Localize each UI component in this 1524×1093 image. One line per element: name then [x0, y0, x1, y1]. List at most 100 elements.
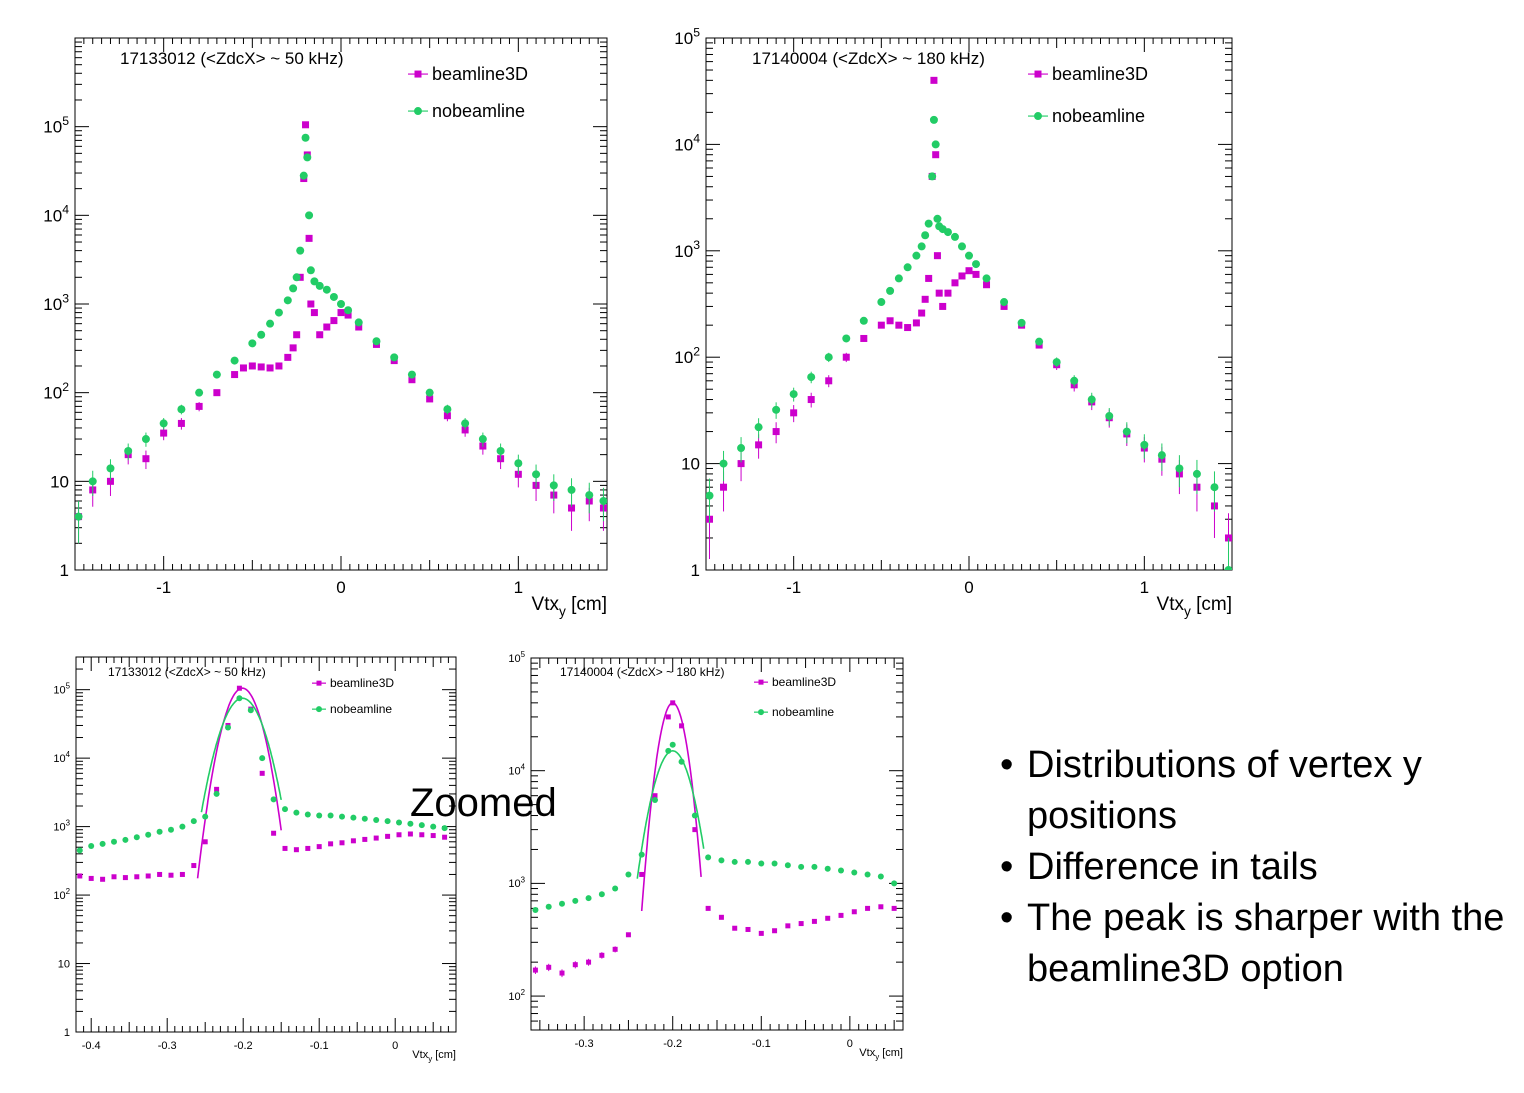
point-beamline3D: [293, 331, 301, 339]
point-beamline3D: [772, 428, 780, 436]
point-beamline3D: [302, 121, 310, 129]
point-nobeamline: [1105, 412, 1114, 421]
point-nobeamline: [248, 339, 257, 348]
point-beamline3D: [925, 274, 933, 282]
point-nobeamline: [292, 273, 301, 282]
y-tick-label: 102: [43, 380, 69, 403]
point-beamline3D: [670, 700, 676, 706]
chart-top-left: 1 10 102 103 104 105 -1 0 1 Vtxy [cm] 17133012 (<Z…: [43, 37, 608, 619]
point-beamline3D: [930, 76, 938, 84]
point-nobeamline: [754, 423, 763, 432]
point-nobeamline: [213, 790, 220, 797]
point-nobeamline: [638, 851, 645, 858]
point-nobeamline: [236, 695, 243, 702]
bullet-item: • Distributions of vertex y positions: [1000, 740, 1520, 842]
point-nobeamline: [496, 446, 505, 455]
point-nobeamline: [257, 330, 266, 339]
point-nobeamline: [1224, 566, 1232, 570]
point-nobeamline: [299, 171, 308, 180]
point-nobeamline: [851, 869, 858, 876]
zoomed-label: Zoomed: [410, 781, 557, 825]
point-beamline3D: [798, 921, 804, 927]
point-nobeamline: [373, 816, 380, 823]
point-nobeamline: [195, 388, 204, 397]
point-beamline3D: [362, 836, 368, 842]
point-nobeamline: [731, 858, 738, 865]
point-beamline3D: [408, 376, 416, 384]
x-tick-label: -0.2: [234, 1040, 253, 1052]
y-tick-label: 102: [508, 988, 525, 1003]
point-beamline3D: [891, 905, 897, 911]
point-beamline3D: [904, 324, 912, 332]
point-beamline3D: [355, 323, 363, 331]
point-beamline3D: [586, 959, 592, 965]
point-nobeamline: [122, 836, 129, 843]
point-nobeamline: [384, 818, 391, 825]
legend-label: nobeamline: [772, 705, 834, 719]
point-nobeamline: [293, 809, 300, 816]
point-nobeamline: [706, 491, 714, 500]
y-tick-label: 105: [674, 25, 700, 48]
point-nobeamline: [316, 812, 323, 819]
point-nobeamline: [886, 286, 895, 295]
point-nobeamline: [396, 819, 402, 826]
point-beamline3D: [772, 928, 778, 934]
point-beamline3D: [293, 847, 299, 853]
point-nobeamline: [478, 435, 487, 444]
y-tick-label: 10: [50, 472, 69, 491]
point-nobeamline: [894, 274, 903, 283]
point-nobeamline: [514, 459, 523, 468]
x-tick-label: -0.2: [663, 1038, 682, 1050]
point-nobeamline: [296, 246, 305, 255]
point-beamline3D: [705, 905, 711, 911]
point-beamline3D: [865, 905, 871, 911]
point-nobeamline: [859, 316, 868, 325]
point-beamline3D: [257, 363, 265, 371]
point-beamline3D: [289, 344, 297, 352]
point-nobeamline: [965, 251, 973, 260]
point-nobeamline: [190, 818, 197, 825]
point-nobeamline: [441, 825, 448, 832]
point-beamline3D: [825, 915, 831, 921]
point-beamline3D: [307, 300, 315, 308]
legend-label: beamline3D: [330, 676, 394, 690]
point-nobeamline: [361, 815, 368, 822]
point-beamline3D: [305, 234, 313, 242]
point-nobeamline: [719, 459, 728, 468]
point-nobeamline: [705, 854, 712, 861]
point-beamline3D: [443, 412, 451, 420]
y-tick-label: 102: [53, 887, 70, 902]
point-beamline3D: [430, 833, 436, 839]
point-nobeamline: [789, 390, 798, 399]
legend-marker: [414, 70, 422, 78]
point-nobeamline: [824, 865, 831, 872]
x-tick-label: -0.1: [310, 1040, 329, 1052]
point-nobeamline: [678, 758, 685, 765]
point-nobeamline: [425, 388, 434, 397]
point-nobeamline: [691, 812, 698, 819]
point-nobeamline: [1017, 318, 1026, 327]
bullet-dot: •: [1000, 744, 1014, 786]
point-nobeamline: [745, 858, 751, 865]
point-nobeamline: [912, 251, 921, 260]
point-nobeamline: [891, 880, 898, 887]
point-beamline3D: [106, 477, 114, 485]
point-nobeamline: [337, 300, 345, 308]
y-tick-label: 105: [43, 114, 69, 137]
point-nobeamline: [156, 828, 163, 835]
legend-label: beamline3D: [1052, 64, 1148, 84]
point-beamline3D: [939, 302, 947, 310]
point-nobeamline: [145, 831, 152, 838]
point-beamline3D: [785, 923, 791, 929]
point-beamline3D: [231, 371, 239, 379]
x-axis-label: Vtxy [cm]: [412, 1049, 456, 1064]
point-nobeamline: [322, 285, 331, 294]
point-beamline3D: [790, 409, 798, 417]
point-beamline3D: [559, 970, 565, 976]
point-beamline3D: [720, 483, 728, 491]
point-nobeamline: [306, 266, 315, 275]
y-tick-label: 10: [58, 958, 70, 970]
point-beamline3D: [316, 844, 322, 850]
legend-label: beamline3D: [432, 64, 528, 84]
point-nobeamline: [329, 292, 338, 301]
